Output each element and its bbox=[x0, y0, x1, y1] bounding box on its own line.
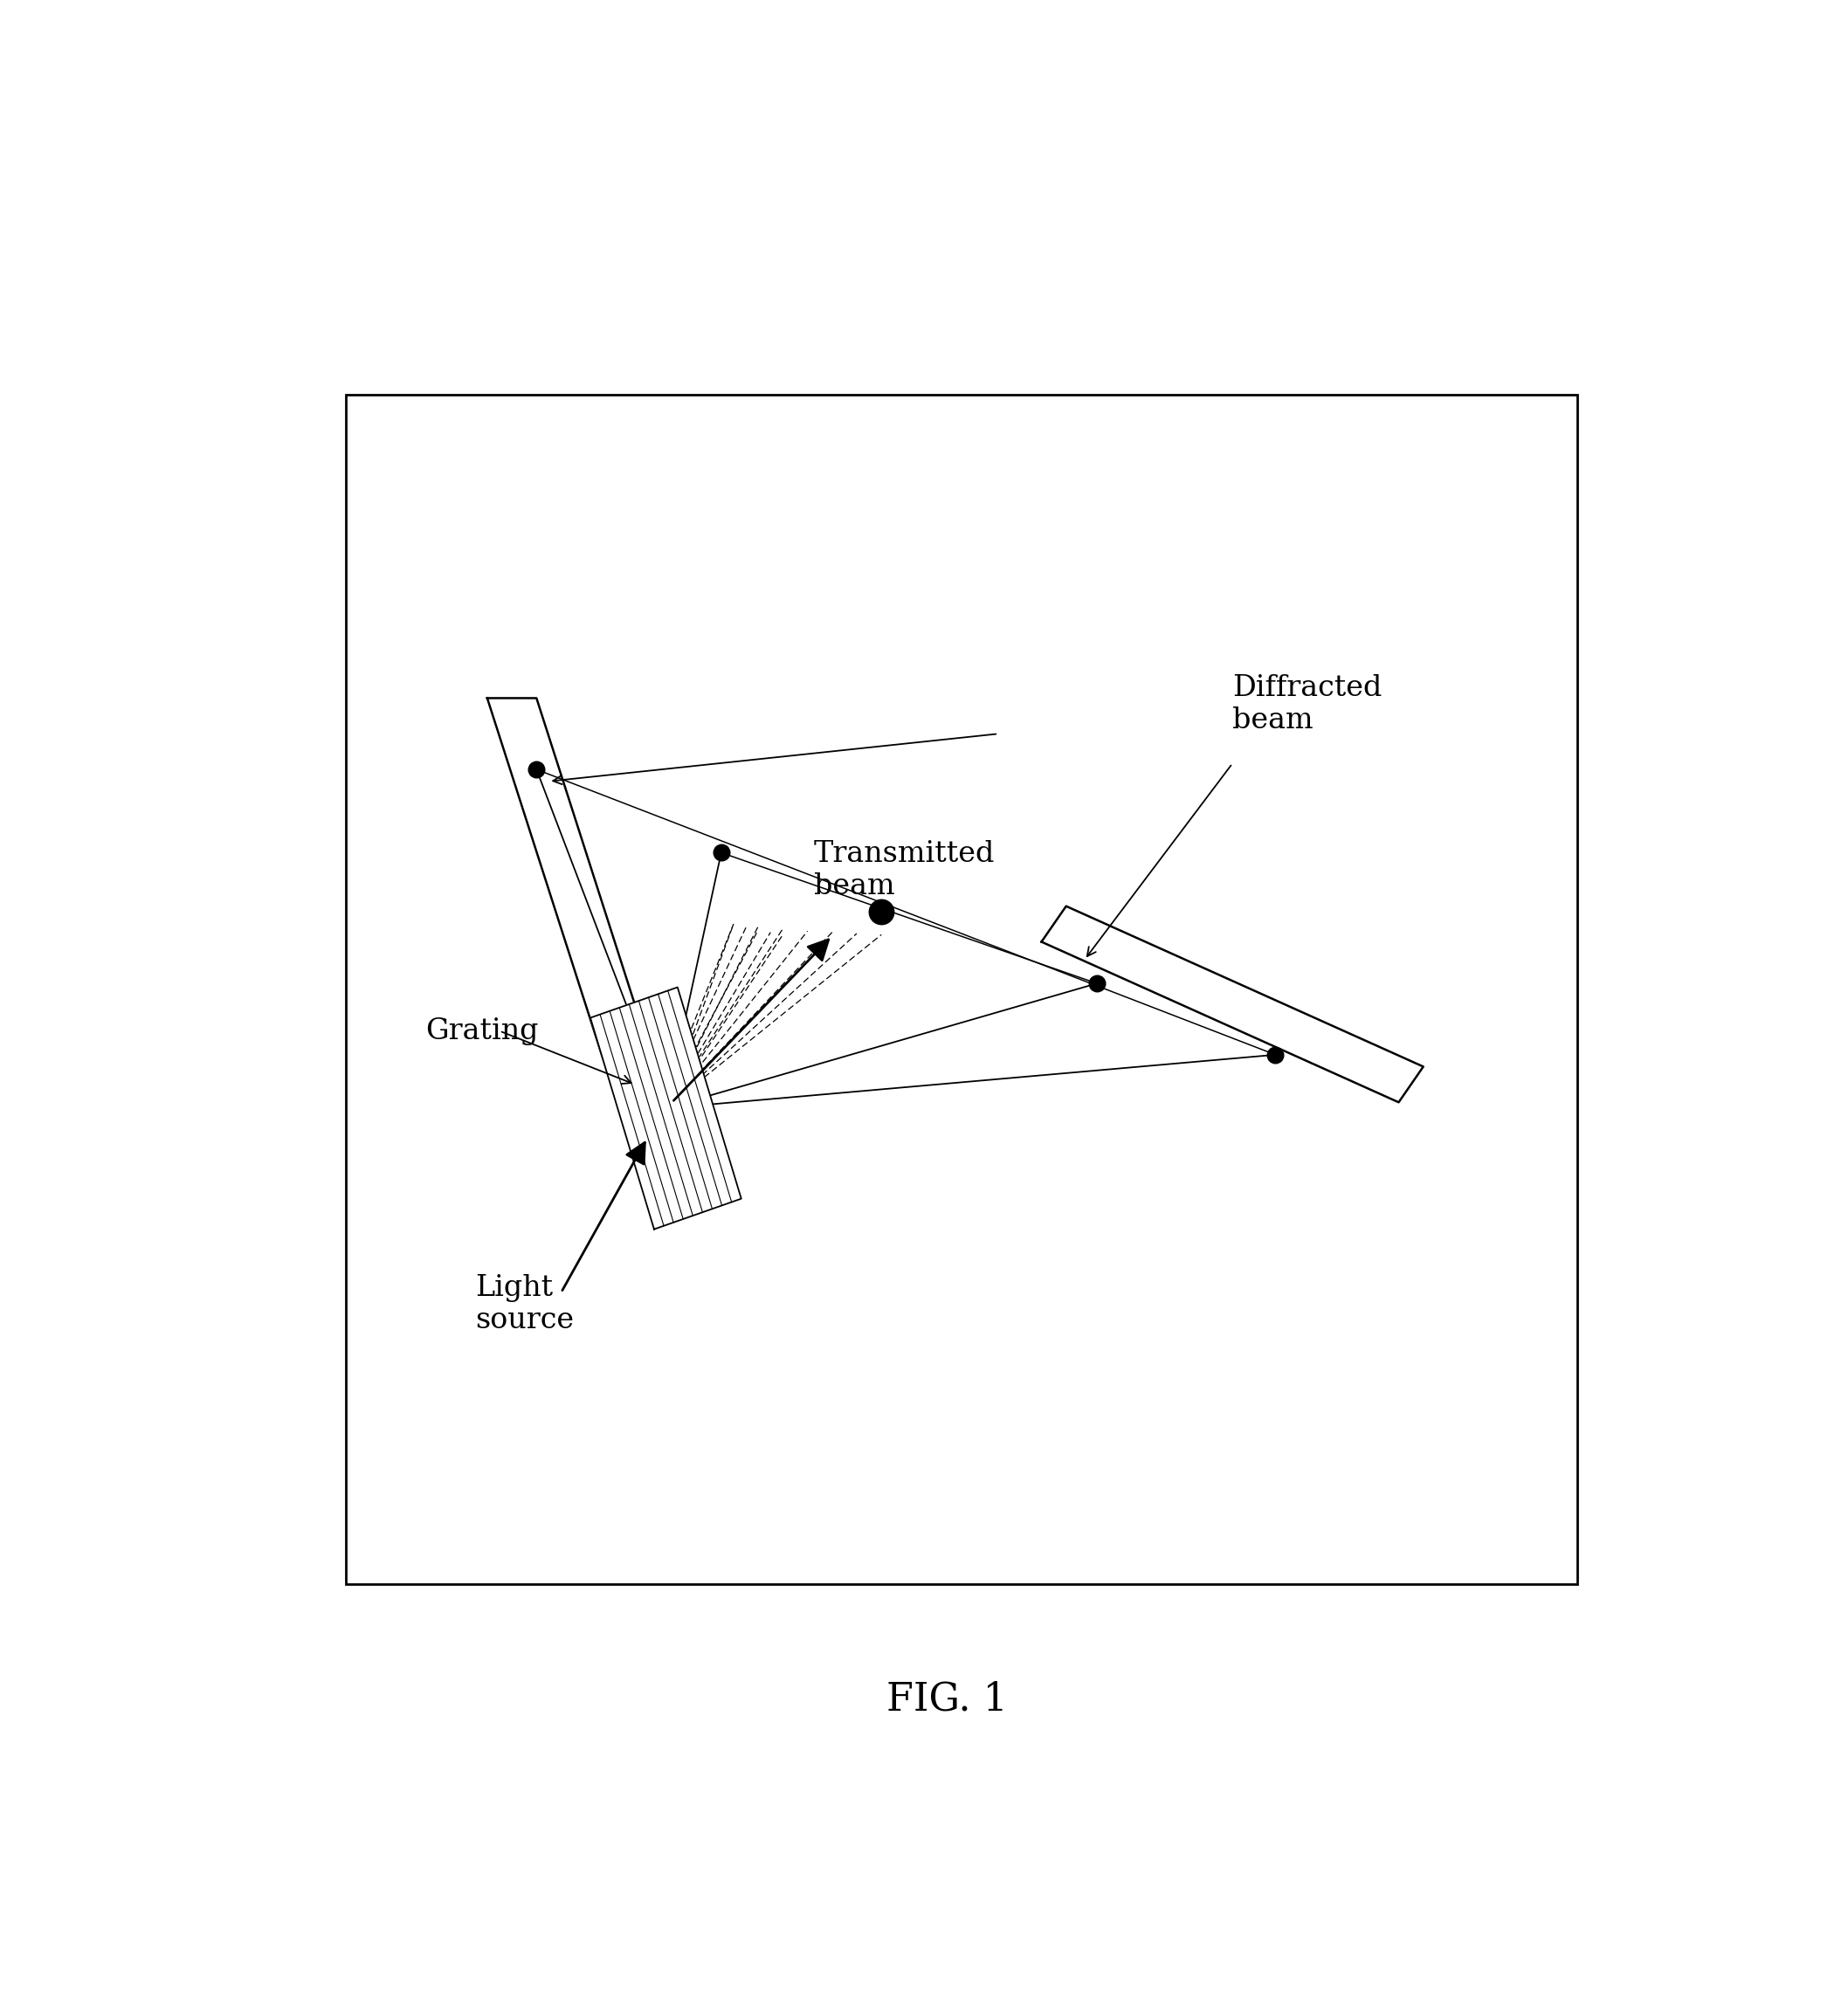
Text: Transmitted
beam: Transmitted beam bbox=[813, 840, 994, 900]
Point bbox=[1260, 1039, 1290, 1071]
Text: FIG. 1: FIG. 1 bbox=[887, 1680, 1007, 1718]
Text: Grating: Grating bbox=[425, 1017, 540, 1045]
Bar bbox=[346, 395, 1578, 1584]
Point bbox=[706, 836, 736, 868]
Point bbox=[521, 754, 551, 786]
Point bbox=[1083, 966, 1112, 998]
Polygon shape bbox=[590, 986, 741, 1229]
Text: Diffracted
beam: Diffracted beam bbox=[1233, 674, 1382, 734]
Point bbox=[867, 896, 896, 928]
Text: Light
source: Light source bbox=[475, 1275, 573, 1335]
